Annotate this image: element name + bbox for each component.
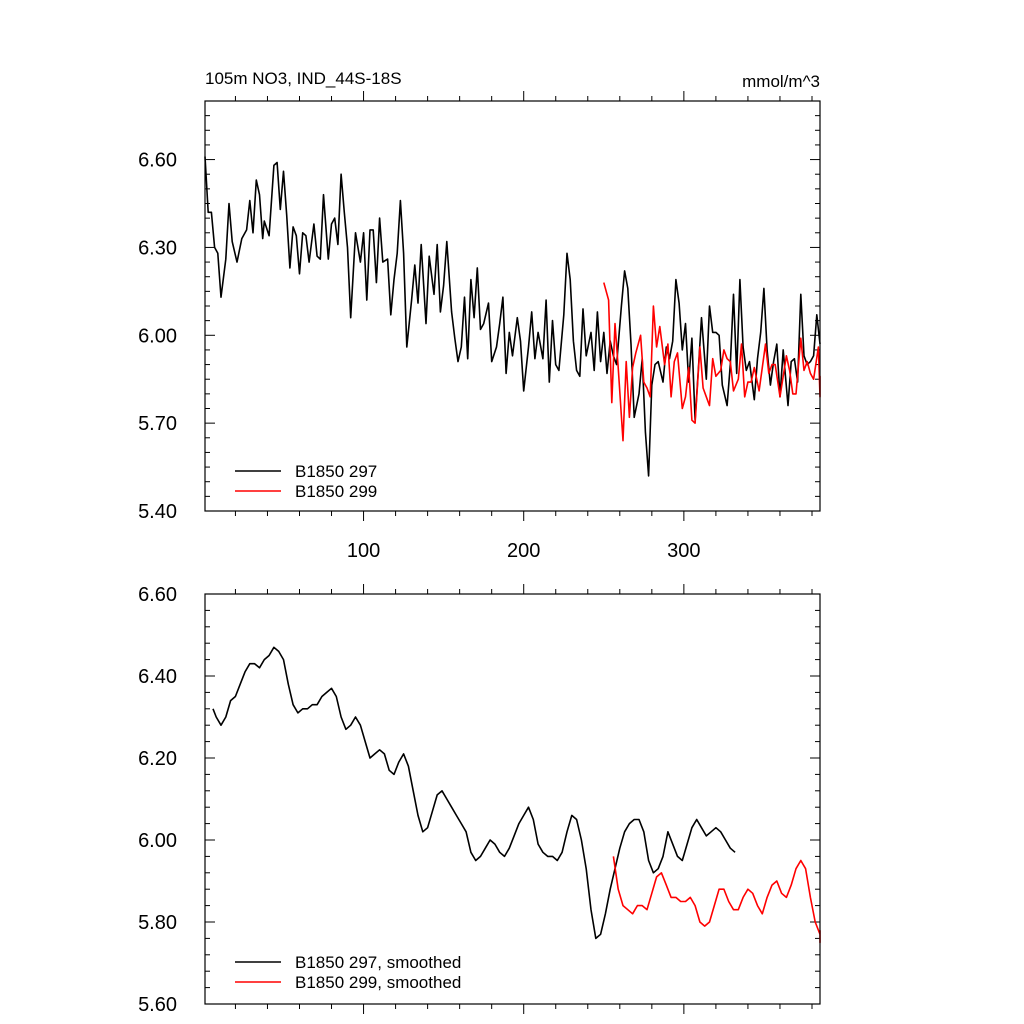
bottom-legend: B1850 297, smoothed B1850 299, smoothed	[235, 953, 461, 992]
legend-label-b1850-297: B1850 297	[295, 462, 377, 481]
top-y-tick-label: 6.00	[138, 325, 177, 347]
chart-title: 105m NO3, IND_44S-18S	[205, 69, 402, 88]
top-legend: B1850 297 B1850 299	[235, 462, 377, 501]
top-y-tick-label: 6.60	[138, 150, 177, 172]
top-y-tick-label: 6.30	[138, 237, 177, 259]
bottom-axis-ticks: 5.60 5.80 6.00 6.20 6.40 6.60	[138, 584, 820, 1016]
top-plot-frame	[204, 100, 821, 512]
bottom-plot-area	[212, 646, 821, 944]
top-axis-ticks: 5.40 5.70 6.00 6.30 6.60 100 200 300	[138, 91, 820, 562]
bottom-y-tick-label: 6.60	[138, 584, 177, 606]
bottom-plot-frame	[204, 593, 821, 1005]
legend-label-b1850-299-smoothed: B1850 299, smoothed	[295, 973, 461, 992]
chart-units-label: mmol/m^3	[742, 72, 820, 91]
bottom-series-line-b1850-297	[212, 646, 736, 940]
panel-top-chart: 105m NO3, IND_44S-18S mmol/m^3 5.40 5.70 6…	[138, 69, 821, 562]
bottom-y-tick-label: 6.20	[138, 748, 177, 770]
top-plot-area	[204, 156, 821, 477]
top-y-tick-label: 5.40	[138, 501, 177, 523]
bottom-y-tick-label: 5.60	[138, 994, 177, 1016]
top-series-line-b1850-297	[204, 156, 821, 477]
legend-label-b1850-299: B1850 299	[295, 482, 377, 501]
legend-label-b1850-297-smoothed: B1850 297, smoothed	[295, 953, 461, 972]
bottom-y-tick-label: 5.80	[138, 912, 177, 934]
bottom-y-tick-label: 6.40	[138, 666, 177, 688]
top-y-tick-label: 5.70	[138, 413, 177, 435]
top-x-tick-label: 100	[347, 540, 380, 562]
panel-bottom-chart: 5.60 5.80 6.00 6.20 6.40 6.60 B1850 297, smoo…	[138, 584, 821, 1016]
top-x-tick-label: 300	[667, 540, 700, 562]
bottom-series-line-b1850-299	[612, 856, 821, 944]
top-series-line-b1850-299	[603, 282, 821, 442]
top-x-tick-label: 200	[507, 540, 540, 562]
bottom-y-tick-label: 6.00	[138, 830, 177, 852]
